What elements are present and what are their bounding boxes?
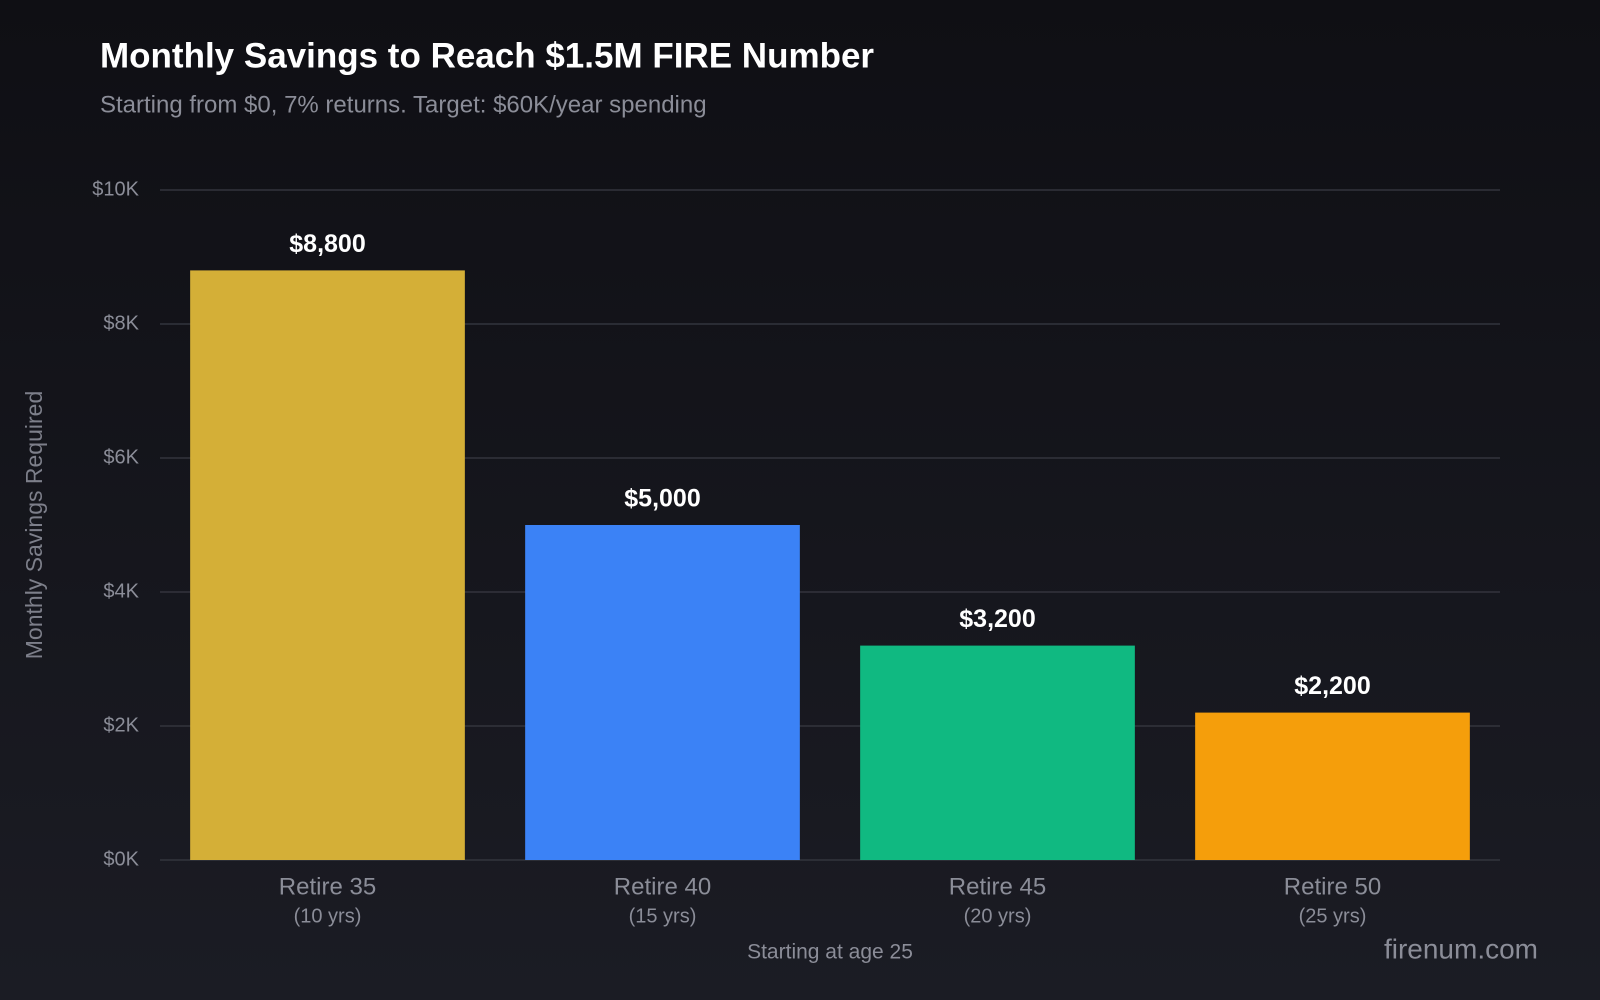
x-tick-sublabel: (20 yrs) — [964, 905, 1032, 927]
x-tick-label: Retire 50 — [1284, 873, 1381, 900]
x-axis-label: Starting at age 25 — [747, 941, 913, 964]
bar — [1195, 712, 1470, 860]
x-tick-label: Retire 40 — [614, 873, 711, 900]
y-tick-label: $0K — [103, 848, 139, 870]
y-tick-label: $6K — [103, 446, 139, 468]
chart-subtitle: Starting from $0, 7% returns. Target: $6… — [100, 91, 707, 118]
y-tick-label: $4K — [103, 580, 139, 602]
value-label: $8,800 — [289, 230, 365, 258]
x-tick-label: Retire 35 — [279, 873, 376, 900]
x-tick-label: Retire 45 — [949, 873, 1046, 900]
bar — [525, 525, 800, 860]
chart-title: Monthly Savings to Reach $1.5M FIRE Numb… — [100, 36, 874, 75]
watermark: firenum.com — [1384, 933, 1538, 964]
value-label: $2,200 — [1294, 672, 1370, 700]
bar — [860, 645, 1135, 860]
value-label: $5,000 — [624, 485, 700, 513]
y-axis-label: Monthly Savings Required — [21, 391, 47, 659]
x-tick-sublabel: (15 yrs) — [629, 905, 697, 927]
y-tick-label: $10K — [92, 178, 139, 200]
bar — [190, 270, 465, 860]
x-tick-sublabel: (10 yrs) — [294, 905, 362, 927]
y-tick-label: $8K — [103, 312, 139, 334]
y-tick-label: $2K — [103, 714, 139, 736]
x-tick-sublabel: (25 yrs) — [1299, 905, 1367, 927]
value-label: $3,200 — [959, 605, 1035, 633]
